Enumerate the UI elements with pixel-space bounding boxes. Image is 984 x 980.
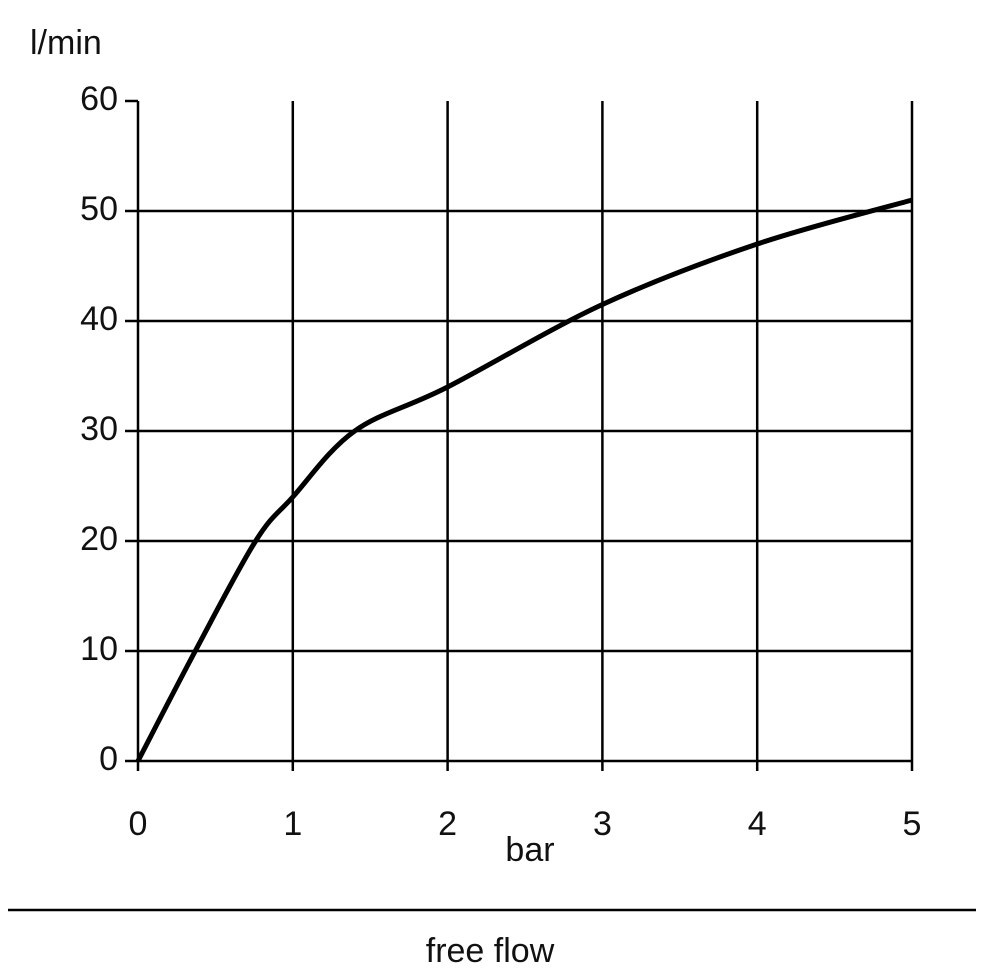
y-tick-label: 40 xyxy=(80,300,118,338)
x-tick-label: 1 xyxy=(283,805,302,843)
x-tick-label: 5 xyxy=(903,805,922,843)
y-tick-label: 50 xyxy=(80,190,118,228)
y-tick-label: 0 xyxy=(99,740,118,778)
footer: free flow xyxy=(426,932,555,970)
y-tick-label: 10 xyxy=(80,630,118,668)
x-tick-label: 4 xyxy=(748,805,767,843)
y-tick-label: 30 xyxy=(80,410,118,448)
line xyxy=(135,197,913,763)
y-tick-label: 60 xyxy=(80,80,118,118)
y-axis-label: l/min xyxy=(30,24,102,62)
x-tick-label: 3 xyxy=(593,805,612,843)
x-axis-label: bar xyxy=(505,831,554,869)
y-tick-label: 20 xyxy=(80,520,118,558)
x-tick-label: 0 xyxy=(129,805,148,843)
x-tick-label: 2 xyxy=(438,805,457,843)
